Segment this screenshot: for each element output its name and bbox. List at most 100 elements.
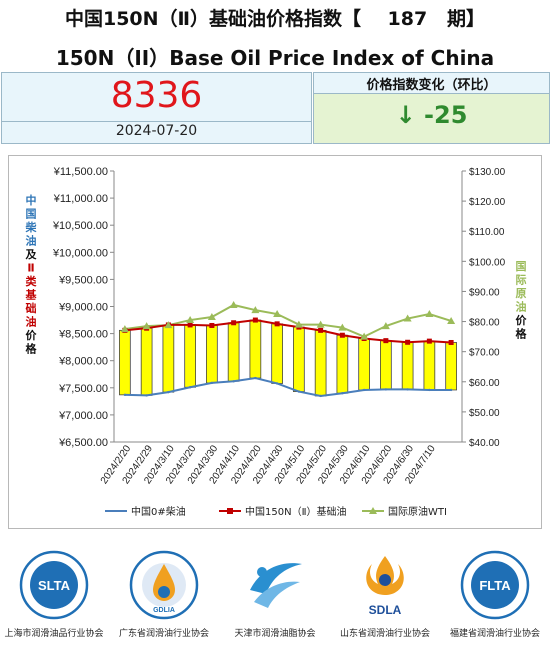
base-oil-point bbox=[318, 327, 324, 333]
diesel-point bbox=[275, 382, 279, 385]
svg-text:GDLIA: GDLIA bbox=[153, 607, 175, 614]
spread-bar bbox=[227, 322, 240, 382]
base-oil-line bbox=[124, 319, 452, 344]
diesel-point bbox=[319, 394, 322, 398]
svg-text:FLTA: FLTA bbox=[479, 578, 511, 593]
right-tick-label: $90.00 bbox=[469, 287, 500, 298]
left-axis-title-char: Ⅱ bbox=[27, 262, 34, 275]
wti-point bbox=[251, 306, 260, 314]
index-value: 8336 bbox=[110, 75, 203, 116]
wti-point bbox=[120, 325, 129, 333]
left-tick-label: ¥9,000.00 bbox=[58, 302, 108, 314]
right-axis-title-char: 价 bbox=[516, 314, 528, 327]
spread-bar bbox=[314, 329, 327, 397]
flta-logo-icon: FLTA bbox=[460, 550, 530, 620]
right-tick-label: $80.00 bbox=[469, 318, 500, 329]
logo-gdlia: GDLIA 广东省润滑油行业协会 bbox=[110, 542, 218, 652]
logo-strip: SLTA 上海市润滑油品行业协会 GDLIA 广东省润滑油行业协会 天津市润滑油… bbox=[0, 542, 550, 652]
tianjin-logo-icon bbox=[250, 563, 302, 608]
slta-logo-icon: SLTA bbox=[19, 550, 89, 620]
diesel-point bbox=[145, 394, 148, 397]
wti-point bbox=[229, 300, 238, 308]
base-oil-point bbox=[383, 338, 389, 344]
logo-caption: 山东省润滑油行业协会 bbox=[339, 629, 430, 639]
diesel-point bbox=[210, 381, 214, 385]
diesel-point bbox=[232, 380, 235, 383]
base-oil-point bbox=[405, 339, 411, 345]
spread-bar bbox=[119, 329, 131, 396]
svg-text:SDLA: SDLA bbox=[369, 603, 402, 617]
left-tick-label: ¥10,000.00 bbox=[52, 247, 108, 259]
diesel-point bbox=[254, 376, 257, 380]
right-tick-label: $40.00 bbox=[469, 438, 500, 449]
diesel-point bbox=[188, 386, 192, 389]
right-axis-title-char: 格 bbox=[516, 327, 528, 341]
logo-slta: SLTA 上海市润滑油品行业协会 bbox=[0, 542, 108, 652]
spread-bar bbox=[271, 323, 283, 384]
left-tick-label: ¥8,500.00 bbox=[58, 329, 108, 341]
left-tick-label: ¥11,500.00 bbox=[53, 166, 108, 178]
logo-tianjin: 天津市润滑油脂协会 bbox=[221, 542, 329, 652]
logo-caption: 福建省润滑油行业协会 bbox=[449, 629, 540, 639]
base-oil-point bbox=[209, 322, 215, 328]
wti-point bbox=[164, 321, 173, 329]
gdlia-logo-icon: GDLIA bbox=[129, 550, 199, 620]
left-tick-label: ¥7,000.00 bbox=[58, 410, 108, 422]
wti-point bbox=[381, 322, 390, 330]
spread-bar bbox=[336, 334, 349, 394]
left-tick-label: ¥11,000.00 bbox=[53, 193, 108, 205]
wti-point bbox=[294, 320, 303, 328]
price-chart: ¥6,500.00 ¥7,000.00 ¥7,500.00 ¥8,000.00 ¥8,5… bbox=[25, 166, 528, 518]
spread-bar bbox=[380, 340, 392, 390]
spread-bar bbox=[140, 327, 153, 396]
right-tick-label: $60.00 bbox=[469, 378, 500, 389]
wti-point bbox=[338, 323, 347, 331]
base-oil-point bbox=[231, 320, 237, 326]
page-title-en: 150N（II）Base Oil Price Index of China bbox=[55, 46, 495, 70]
wti-point bbox=[207, 313, 216, 321]
wti-point bbox=[142, 322, 151, 330]
svg-text:SLTA: SLTA bbox=[38, 578, 71, 593]
index-panel: 8336 2024-07-20 bbox=[1, 72, 312, 144]
base-oil-point bbox=[448, 339, 454, 345]
left-tick-label: ¥6,500.00 bbox=[58, 437, 108, 449]
left-axis-title-char: 价 bbox=[26, 329, 38, 342]
legend-label: 中国0#柴油 bbox=[131, 505, 186, 518]
page-title-cn: 中国150N（Ⅱ）基础油价格指数【 187 期】 bbox=[64, 8, 486, 30]
left-axis-title-char: 国 bbox=[26, 208, 37, 221]
spread-bar bbox=[445, 342, 457, 391]
left-axis-title-char: 及 bbox=[26, 248, 38, 261]
diesel-point bbox=[341, 392, 344, 395]
change-label-panel: 价格指数变化（环比） bbox=[313, 72, 550, 94]
right-tick-label: $70.00 bbox=[469, 348, 500, 359]
logo-sdla: SDLA 山东省润滑油行业协会 bbox=[331, 542, 439, 652]
chart-frame: ¥6,500.00 ¥7,000.00 ¥7,500.00 ¥8,000.00 ¥8,5… bbox=[8, 155, 542, 529]
diesel-point bbox=[384, 388, 388, 391]
left-tick-label: ¥9,500.00 bbox=[58, 274, 108, 286]
left-tick-label: ¥8,000.00 bbox=[58, 356, 108, 368]
right-axis-title-char: 际 bbox=[516, 273, 527, 287]
left-axis-title-char: 油 bbox=[26, 315, 37, 329]
spread-bar bbox=[401, 341, 414, 390]
spread-bar bbox=[293, 326, 305, 392]
left-axis-title-char: 中 bbox=[26, 193, 37, 207]
wti-point bbox=[425, 310, 434, 318]
base-oil-point bbox=[252, 317, 258, 323]
logo-flta: FLTA 福建省润滑油行业协会 bbox=[441, 542, 549, 652]
change-value: ↓ -25 bbox=[395, 101, 468, 129]
spread-bar bbox=[423, 340, 436, 391]
spread-bar bbox=[206, 325, 218, 384]
spread-bar bbox=[358, 338, 370, 391]
left-tick-label: ¥7,500.00 bbox=[58, 383, 108, 395]
logo-caption: 广东省润滑油行业协会 bbox=[118, 629, 209, 639]
wti-point bbox=[403, 314, 412, 322]
wti-point bbox=[316, 320, 325, 328]
diesel-point bbox=[297, 390, 301, 393]
left-axis-title-char: 础 bbox=[26, 301, 37, 315]
wti-point bbox=[360, 332, 369, 340]
left-axis-title-char: 柴 bbox=[25, 220, 38, 234]
legend-label: 国际原油WTI bbox=[388, 505, 447, 518]
right-tick-label: $120.00 bbox=[469, 197, 506, 208]
right-tick-label: $130.00 bbox=[469, 167, 506, 178]
left-axis-title-char: 类 bbox=[26, 274, 38, 288]
